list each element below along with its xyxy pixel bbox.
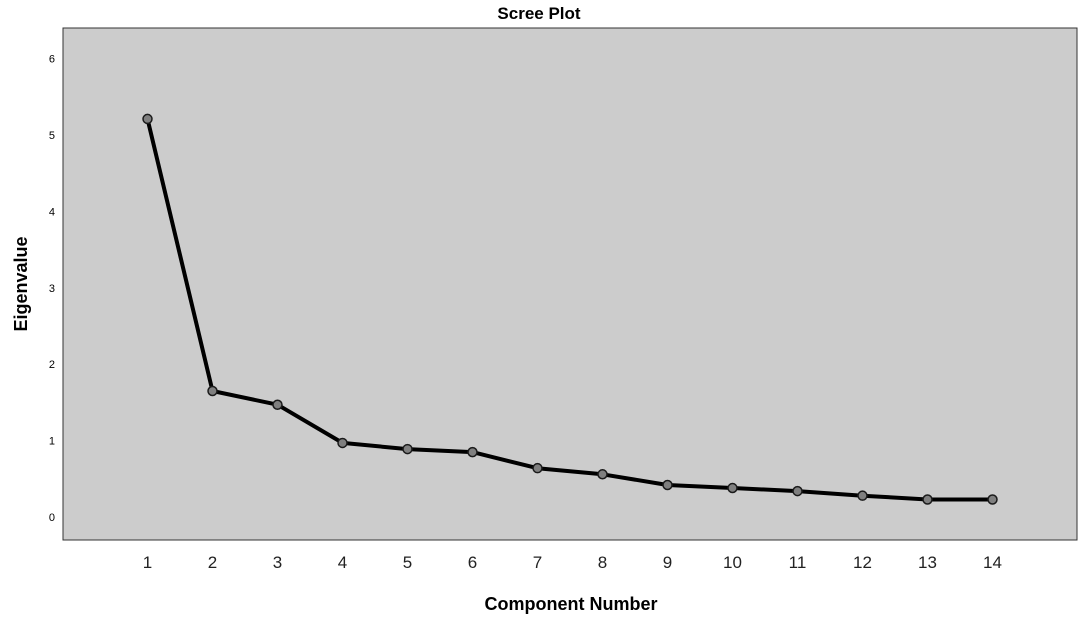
data-point [727, 482, 738, 494]
y-axis-ticks: 0 1 2 3 4 5 6 [49, 54, 55, 525]
x-tick-label: 2 [208, 553, 217, 572]
data-point [597, 469, 608, 480]
x-axis-ticks: 1 2 3 4 5 6 7 8 9 10 11 12 13 14 [143, 553, 1002, 572]
x-tick-label: 13 [918, 553, 937, 572]
x-tick-label: 8 [598, 553, 607, 572]
x-tick-label: 12 [853, 553, 872, 572]
data-point [987, 494, 998, 505]
data-point [922, 494, 933, 505]
data-point [467, 446, 478, 458]
data-point [402, 443, 413, 455]
data-point [662, 479, 673, 491]
x-tick-label: 6 [468, 553, 477, 572]
x-tick-label: 5 [403, 553, 412, 572]
x-tick-label: 9 [663, 553, 672, 572]
data-point [792, 485, 803, 497]
eigenvalue-points [142, 113, 998, 505]
x-tick-label: 11 [789, 553, 807, 572]
data-point [207, 385, 218, 397]
y-tick-label: 3 [49, 283, 55, 295]
x-tick-label: 10 [723, 553, 742, 572]
x-axis-label: Component Number [485, 594, 658, 614]
x-tick-label: 1 [143, 553, 152, 572]
y-axis-label: Eigenvalue [11, 236, 31, 331]
plot-area [62, 27, 1078, 541]
y-tick-label: 0 [49, 512, 55, 524]
x-tick-label: 7 [533, 553, 542, 572]
y-tick-label: 5 [49, 130, 55, 142]
x-tick-label: 3 [273, 553, 282, 572]
x-tick-label: 4 [338, 553, 347, 572]
y-tick-label: 2 [49, 359, 55, 371]
y-tick-label: 1 [49, 436, 55, 448]
y-tick-label: 6 [49, 54, 55, 66]
data-point [142, 113, 153, 125]
eigenvalue-series-line [145, 118, 993, 502]
data-point [272, 399, 283, 410]
data-point [857, 490, 868, 501]
data-point [532, 462, 543, 474]
y-tick-label: 4 [49, 206, 55, 218]
x-tick-label: 14 [983, 553, 1002, 572]
data-point [337, 437, 348, 449]
chart-title: Scree Plot [497, 4, 580, 23]
